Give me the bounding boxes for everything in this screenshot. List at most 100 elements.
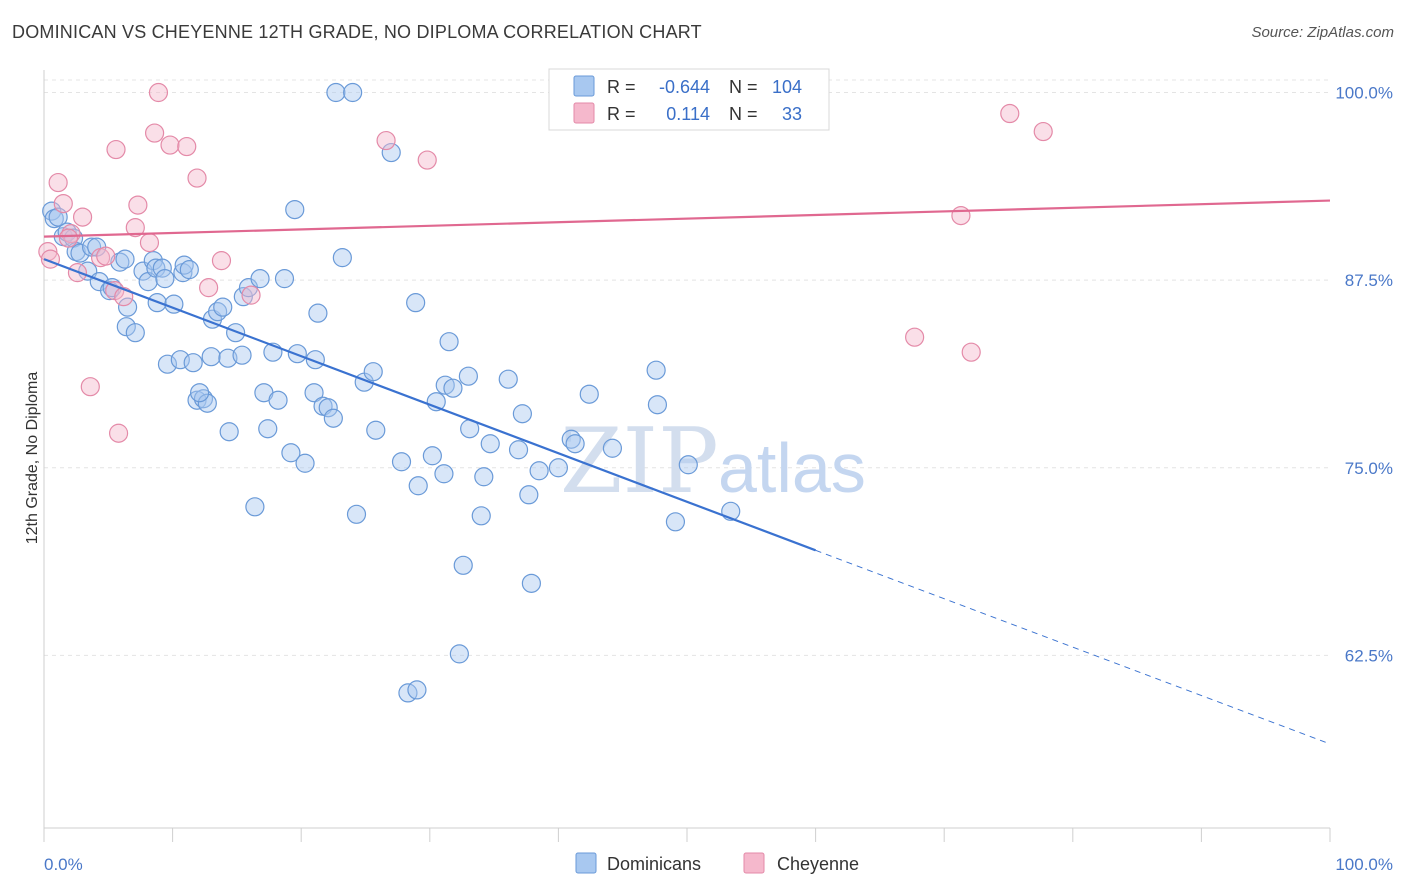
point-cheyenne <box>160 135 180 155</box>
point-dominicans <box>647 395 668 415</box>
point-dominicans <box>308 303 328 323</box>
point-dominicans <box>219 422 239 442</box>
point-dominicans <box>678 455 698 475</box>
point-dominicans <box>155 269 175 289</box>
point-dominicans <box>218 348 238 368</box>
point-dominicans <box>480 434 500 454</box>
legend-bottom-swatch-dominicans <box>575 852 597 874</box>
chart-source: Source: ZipAtlas.com <box>1251 24 1394 41</box>
point-dominicans <box>519 485 539 505</box>
point-cheyenne <box>951 205 971 226</box>
point-dominicans <box>268 390 288 410</box>
point-dominicans <box>258 419 278 439</box>
point-dominicans <box>281 443 301 463</box>
legend-top-box <box>548 68 830 131</box>
point-dominicans <box>565 434 585 454</box>
point-cheyenne <box>72 207 93 227</box>
point-dominicans <box>110 252 130 272</box>
legend-swatch-cheyenne <box>573 102 595 124</box>
point-cheyenne <box>125 218 145 238</box>
point-dominicans <box>157 354 178 374</box>
point-dominicans <box>274 269 295 289</box>
point-cheyenne <box>177 136 197 157</box>
point-cheyenne <box>211 251 232 271</box>
point-cheyenne <box>144 123 165 143</box>
point-dominicans <box>381 142 401 163</box>
trend-line-dominicans <box>43 258 816 552</box>
point-dominicans <box>471 506 491 526</box>
x-tick-label-max: 100.0% <box>1335 855 1393 874</box>
point-dominicans <box>458 366 478 386</box>
point-dominicans <box>498 369 518 389</box>
point-dominicans <box>435 375 455 395</box>
point-cheyenne <box>108 423 129 443</box>
point-dominicans <box>197 393 217 413</box>
legend-r-label-dominicans: R = <box>607 77 636 97</box>
legend-swatch-dominicans <box>573 75 595 97</box>
point-cheyenne <box>53 193 73 214</box>
point-dominicans <box>343 82 363 103</box>
y-tick-labels: 62.5% 75.0% 87.5% 100.0% <box>1335 84 1393 666</box>
point-dominicans <box>579 384 599 404</box>
legend-top: R = -0.644 N = 104 R = 0.114 N = 33 <box>548 68 830 131</box>
point-cheyenne <box>114 287 134 307</box>
legend-bottom-label-cheyenne: Cheyenne <box>777 854 859 874</box>
point-dominicans <box>512 404 532 424</box>
point-dominicans <box>117 297 138 317</box>
point-cheyenne <box>106 139 126 160</box>
point-cheyenne <box>139 233 160 253</box>
point-dominicans <box>70 243 90 263</box>
legend-n-value-cheyenne: 33 <box>782 104 802 124</box>
point-cheyenne <box>905 327 925 347</box>
point-dominicans <box>665 512 686 532</box>
x-tick-labels: 0.0% 100.0% <box>44 855 1393 874</box>
point-dominicans <box>346 504 367 524</box>
legend-r-value-cheyenne: 0.114 <box>666 104 710 124</box>
point-dominicans <box>125 323 145 343</box>
y-axis-label: 12th Grade, No Diploma <box>24 372 41 545</box>
point-cheyenne <box>58 228 79 248</box>
point-dominicans <box>226 323 246 343</box>
grid-lines <box>44 79 1330 656</box>
trend-line-dominicans-extension <box>815 549 1331 745</box>
point-cheyenne <box>241 285 261 305</box>
point-cheyenne <box>128 195 148 215</box>
point-dominicans <box>474 467 494 487</box>
legend-r-label-cheyenne: R = <box>607 104 636 124</box>
point-cheyenne <box>1033 121 1053 142</box>
point-dominicans <box>245 497 265 517</box>
point-cheyenne <box>1000 103 1020 124</box>
point-dominicans <box>548 458 569 478</box>
point-dominicans <box>213 297 233 317</box>
point-dominicans <box>521 573 541 593</box>
y-tick-label: 62.5% <box>1345 646 1393 665</box>
point-dominicans <box>285 199 305 220</box>
watermark: ZIP atlas <box>560 409 866 514</box>
point-cheyenne <box>187 168 207 188</box>
point-dominicans <box>304 383 324 403</box>
point-dominicans <box>529 461 549 481</box>
point-dominicans <box>363 362 383 382</box>
point-dominicans <box>443 378 463 398</box>
trend-lines <box>43 199 1331 745</box>
series-cheyenne <box>38 82 1053 443</box>
point-dominicans <box>326 82 346 103</box>
point-dominicans <box>179 260 199 280</box>
legend-bottom-label-dominicans: Dominicans <box>607 854 701 874</box>
point-dominicans <box>508 440 529 460</box>
point-dominicans <box>406 293 426 313</box>
point-dominicans <box>453 555 473 575</box>
legend-r-value-dominicans: -0.644 <box>659 77 710 97</box>
point-dominicans <box>439 332 459 352</box>
legend-n-label-cheyenne: N = <box>729 104 758 124</box>
chart-title: DOMINICAN VS CHEYENNE 12TH GRADE, NO DIP… <box>12 22 702 42</box>
y-tick-label: 75.0% <box>1345 459 1393 478</box>
y-tick-label: 87.5% <box>1345 271 1393 290</box>
point-dominicans <box>602 438 623 458</box>
x-ticks <box>43 828 1331 842</box>
point-dominicans <box>646 360 666 380</box>
point-dominicans <box>449 644 469 664</box>
point-cheyenne <box>961 342 981 362</box>
point-cheyenne <box>376 130 396 151</box>
